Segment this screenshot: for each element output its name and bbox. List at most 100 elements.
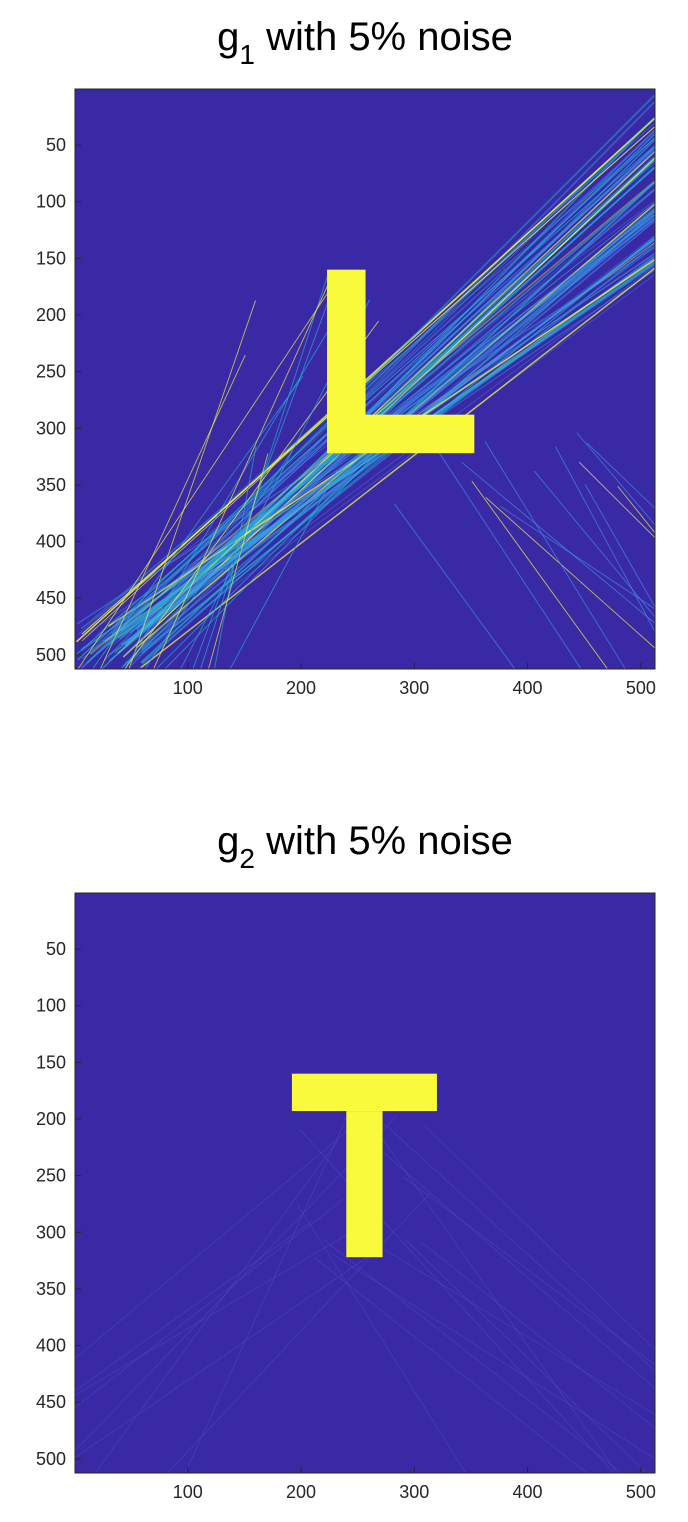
streak (96, 163, 655, 635)
panel-g2: g2 with 5% noise 100 200 300 400 500 50 100 150… (36, 819, 656, 1502)
shape-stem (346, 1111, 383, 1258)
streak (403, 1176, 655, 1366)
streak (426, 434, 582, 669)
x-tick-label: 100 (173, 678, 203, 698)
y-tick-label: 450 (36, 588, 66, 608)
panel-2-image (75, 893, 655, 1473)
streak (77, 117, 655, 661)
streak (156, 454, 372, 669)
streak (75, 1198, 345, 1408)
streak (461, 461, 655, 624)
streak (192, 278, 337, 669)
letter-shape-L (327, 269, 475, 454)
streak (324, 1239, 621, 1473)
streak (124, 311, 340, 669)
x-tick-label: 200 (286, 678, 316, 698)
streak (124, 266, 655, 664)
streak (86, 94, 655, 664)
streak (78, 275, 340, 669)
y-tick-label: 200 (36, 1109, 66, 1129)
streak (578, 461, 655, 539)
panel-1-image (75, 89, 655, 669)
streak (208, 453, 269, 669)
streak (471, 480, 608, 669)
x-tick-label: 200 (286, 1482, 316, 1502)
streak (95, 1141, 338, 1473)
y-tick-label: 500 (36, 645, 66, 665)
streak (485, 497, 655, 649)
y-tick-label: 100 (36, 996, 66, 1016)
streak (75, 1231, 353, 1396)
x-tick-label: 400 (513, 678, 543, 698)
streak (119, 182, 655, 640)
streak (404, 1239, 647, 1473)
panel-2-axes-box (74, 892, 656, 1474)
streak (108, 257, 655, 656)
panel-g1: g1 with 5% noise 100 200 300 400 500 50 100 150… (36, 15, 656, 698)
y-tick-label: 450 (36, 1392, 66, 1412)
streak (75, 1250, 378, 1459)
streak (584, 484, 655, 608)
x-tick-label: 300 (399, 1482, 429, 1502)
panel-1-axes-box (74, 88, 656, 670)
panel-2-ticks: 100 200 300 400 500 50 100 150 200 250 300 350 400 45… (36, 939, 656, 1502)
streak (343, 1117, 655, 1389)
y-tick-label: 350 (36, 475, 66, 495)
y-tick-label: 300 (36, 1222, 66, 1242)
streak (586, 442, 655, 509)
streak (533, 470, 655, 618)
streak (313, 1256, 587, 1473)
streak (297, 1204, 466, 1473)
shape-top-bar (291, 1073, 437, 1112)
y-tick-label: 400 (36, 1336, 66, 1356)
streak (214, 446, 257, 669)
panel-1-title: g1 with 5% noise (217, 15, 513, 70)
streak (200, 270, 330, 669)
diagonal-streaks (75, 1095, 655, 1473)
y-tick-label: 50 (46, 135, 66, 155)
y-tick-label: 350 (36, 1279, 66, 1299)
streak (393, 503, 515, 669)
y-tick-label: 250 (36, 362, 66, 382)
y-tick-label: 150 (36, 248, 66, 268)
streak (484, 441, 626, 669)
y-tick-label: 250 (36, 1166, 66, 1186)
streak (107, 118, 655, 646)
y-tick-label: 50 (46, 939, 66, 959)
streak (128, 300, 256, 669)
streak (230, 470, 338, 669)
streak (75, 1119, 361, 1360)
streak (351, 1095, 618, 1473)
letter-shape-T (291, 1073, 437, 1258)
streak (576, 432, 655, 526)
streak (383, 1248, 655, 1415)
streak (167, 1192, 431, 1473)
streak (141, 139, 655, 652)
streak (153, 275, 333, 669)
y-tick-label: 300 (36, 418, 66, 438)
y-tick-label: 400 (36, 532, 66, 552)
y-tick-label: 200 (36, 305, 66, 325)
streak (362, 1103, 655, 1372)
shape-horizontal-bar (327, 414, 475, 454)
streak (100, 354, 246, 669)
streak (421, 1241, 655, 1429)
streak (424, 1125, 655, 1351)
x-tick-label: 500 (626, 678, 656, 698)
y-tick-label: 500 (36, 1449, 66, 1469)
streak (112, 150, 655, 629)
y-tick-label: 150 (36, 1052, 66, 1072)
streak (107, 118, 655, 637)
streak (92, 375, 304, 669)
x-tick-label: 300 (399, 678, 429, 698)
streak (80, 137, 655, 630)
x-tick-label: 100 (173, 1482, 203, 1502)
x-tick-label: 500 (626, 1482, 656, 1502)
streak (140, 267, 655, 669)
streak (130, 149, 655, 666)
streak (617, 485, 655, 534)
streak (165, 458, 373, 669)
streak (332, 1253, 655, 1460)
x-tick-label: 400 (513, 1482, 543, 1502)
streak (185, 1122, 345, 1473)
